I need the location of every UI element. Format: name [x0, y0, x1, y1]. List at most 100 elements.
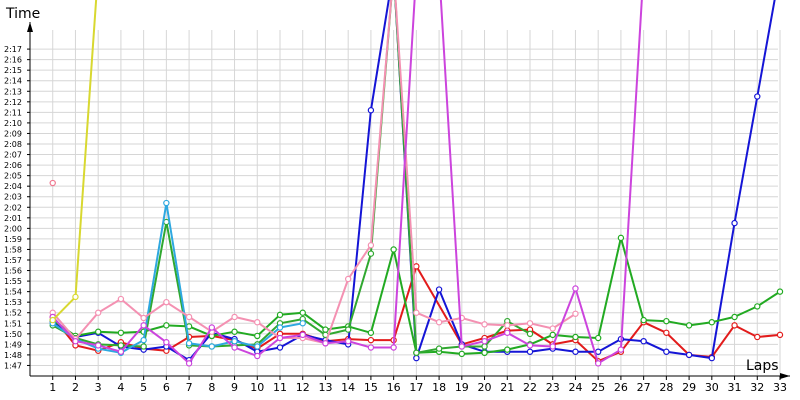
x-tick-label: 9 — [231, 381, 238, 394]
y-axis-title: Time — [5, 6, 40, 22]
data-point — [549, 325, 556, 332]
data-point — [663, 317, 670, 325]
data-point — [140, 314, 147, 322]
data-point — [276, 324, 284, 331]
y-tick-label: 1:55 — [4, 277, 22, 286]
series-lines — [49, 0, 784, 367]
data-point — [254, 319, 261, 326]
x-axis-title: Laps — [746, 358, 779, 374]
x-tick-label: 1 — [49, 381, 56, 394]
y-tick-label: 2:07 — [4, 151, 22, 160]
y-tick-label: 2:01 — [4, 214, 22, 223]
data-point — [594, 334, 602, 342]
x-tick-label: 19 — [455, 381, 469, 394]
y-tick-label: 2:15 — [4, 66, 22, 75]
x-tick-label: 30 — [705, 381, 719, 394]
axes — [27, 22, 790, 380]
data-point — [367, 336, 375, 344]
y-tick-label: 2:14 — [4, 77, 22, 86]
data-point — [117, 295, 125, 303]
data-point — [663, 329, 670, 336]
data-point — [481, 349, 488, 356]
data-point — [572, 310, 579, 317]
data-point — [117, 342, 125, 349]
y-tick-label: 1:52 — [4, 309, 22, 318]
x-tick-label: 4 — [117, 381, 124, 394]
data-point — [572, 285, 579, 292]
data-point — [708, 319, 716, 326]
x-tick-label: 18 — [432, 381, 446, 394]
data-point — [481, 321, 488, 328]
x-tick-label: 25 — [591, 381, 605, 394]
y-tick-label: 2:16 — [4, 56, 22, 65]
data-point — [594, 348, 602, 355]
y-tick-label: 1:51 — [4, 319, 22, 328]
data-point — [754, 333, 761, 341]
x-tick-label: 15 — [364, 381, 378, 394]
data-point — [94, 328, 102, 335]
y-tick-label: 2:05 — [4, 172, 22, 181]
data-point — [231, 344, 238, 351]
data-point — [140, 322, 147, 329]
y-tick-label: 2:04 — [4, 182, 22, 191]
x-tick-label: 32 — [750, 381, 764, 394]
x-tick-label: 33 — [773, 381, 787, 394]
data-point — [685, 322, 693, 329]
data-point — [299, 331, 306, 339]
data-point — [72, 293, 79, 301]
data-point — [640, 338, 647, 345]
data-point — [776, 288, 784, 295]
data-point — [731, 322, 738, 329]
x-tick-label: 14 — [341, 381, 355, 394]
data-point — [504, 322, 511, 329]
data-point — [390, 344, 397, 351]
series-line — [52, 202, 303, 354]
data-point — [413, 309, 420, 316]
data-point — [140, 336, 147, 344]
data-point — [117, 348, 125, 355]
x-tick-label: 5 — [140, 381, 147, 394]
data-point — [49, 316, 56, 324]
y-tick-label: 2:13 — [4, 87, 22, 96]
data-point — [640, 316, 647, 324]
x-tick-label: 3 — [95, 381, 102, 394]
data-point — [526, 348, 534, 355]
data-point — [276, 311, 284, 319]
data-point — [299, 309, 306, 316]
data-point — [413, 354, 420, 362]
x-tick-label: 16 — [387, 381, 401, 394]
data-point — [254, 343, 261, 350]
data-point — [185, 340, 193, 347]
data-point — [140, 343, 147, 350]
data-point — [299, 320, 306, 327]
x-tick-label: 8 — [208, 381, 215, 394]
data-point — [344, 275, 352, 283]
x-tick-label: 31 — [728, 381, 742, 394]
data-point — [663, 348, 670, 355]
data-point — [276, 344, 284, 351]
data-point — [390, 246, 397, 253]
y-tick-label: 2:02 — [4, 203, 22, 212]
x-tick-label: 20 — [478, 381, 492, 394]
data-point — [208, 343, 216, 350]
y-tick-label: 2:10 — [4, 119, 22, 128]
data-point — [617, 234, 625, 242]
data-point — [163, 298, 170, 306]
data-point — [435, 345, 443, 352]
y-tick-label: 1:50 — [4, 330, 22, 339]
y-tick-label: 1:54 — [4, 288, 22, 297]
data-point — [254, 332, 261, 340]
data-point — [435, 286, 443, 293]
data-point — [367, 344, 375, 351]
x-tick-label: 26 — [614, 381, 628, 394]
data-point — [526, 330, 534, 338]
y-tick-label: 2:03 — [4, 193, 22, 202]
data-point — [231, 313, 238, 321]
data-point — [367, 242, 375, 249]
y-tick-label: 2:11 — [4, 108, 22, 117]
data-point — [481, 338, 488, 345]
data-point — [776, 331, 784, 339]
data-point — [572, 348, 579, 355]
x-tick-label: 28 — [659, 381, 673, 394]
y-tick-label: 2:17 — [4, 45, 22, 54]
